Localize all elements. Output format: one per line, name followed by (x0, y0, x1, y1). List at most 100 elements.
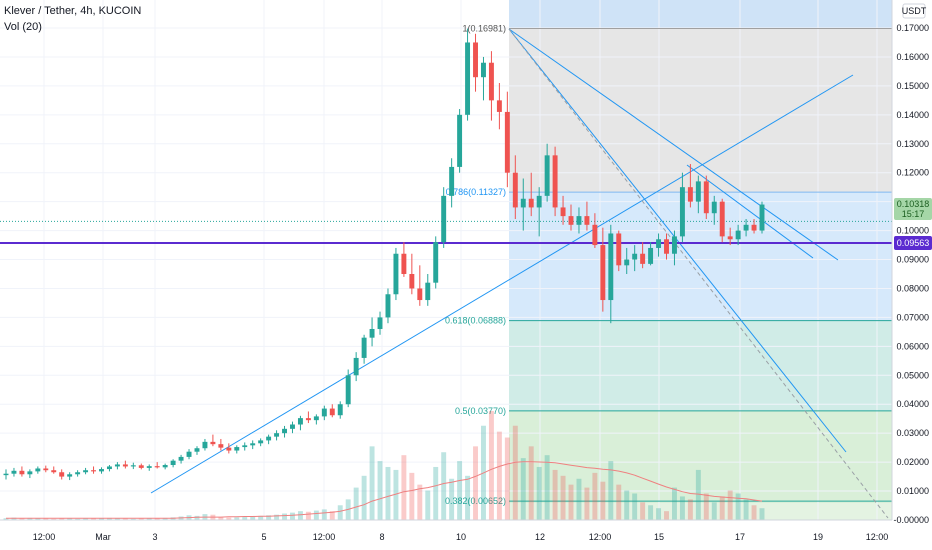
volume-bar (234, 517, 240, 520)
last-price-value: 0.10318 (897, 199, 930, 209)
volume-bar (266, 515, 272, 520)
currency-badge[interactable] (902, 3, 926, 19)
volume-bar (297, 511, 303, 520)
time-tick-label: 12:00 (33, 532, 56, 542)
volume-bar (433, 466, 439, 520)
fib-level-label: 0.618(0.06888) (445, 316, 506, 326)
price-axis-bg (892, 0, 932, 550)
volume-bar (106, 517, 112, 520)
candle-body (19, 470, 25, 475)
candle-body (759, 204, 765, 231)
candle-body (425, 282, 431, 301)
currency-badge-label: USDT (902, 6, 927, 16)
candle-body (106, 466, 112, 470)
last-price-countdown: 15:17 (902, 209, 925, 219)
candle-body (290, 424, 295, 429)
candle-body (695, 181, 701, 202)
volume-bar (664, 511, 669, 520)
candle-body (51, 470, 57, 473)
price-tick-label: 0.08000 (896, 283, 929, 293)
candle-body (528, 198, 534, 208)
candle-body (35, 468, 41, 472)
candle-body (640, 253, 646, 264)
volume-bar (600, 481, 606, 520)
candle-body (91, 470, 97, 472)
volume-bar (218, 517, 224, 520)
volume-bar (648, 505, 654, 520)
volume-bar (313, 510, 319, 520)
candle-body (536, 195, 542, 208)
price-tick-label: 0.16000 (896, 52, 929, 62)
volume-bar (640, 502, 646, 520)
volume-bar (353, 487, 359, 520)
candle-body (170, 460, 176, 466)
candle-body (671, 236, 677, 254)
candle-body (258, 440, 264, 444)
candle-body (504, 111, 510, 173)
candle-body (576, 216, 582, 225)
candle-body (297, 418, 303, 425)
price-tick-label: 0.03000 (896, 428, 929, 438)
volume-bar (735, 493, 741, 520)
candle-body (154, 466, 160, 468)
volume-bar (138, 518, 144, 520)
time-tick-label: 12:00 (589, 532, 612, 542)
volume-bar (504, 437, 510, 520)
candle-body (711, 201, 717, 214)
volume-bar (27, 517, 33, 520)
volume-bar (592, 472, 598, 520)
volume-bar (719, 496, 725, 520)
volume-bar (11, 517, 17, 520)
time-axis[interactable]: 12:00 Mar 3 5 12:00 8 10 12 12:00 15 17 19 12:00 (33, 532, 889, 542)
candle-body (353, 357, 359, 376)
chart-title: Klever / Tether, 4h, KUCOIN (4, 5, 141, 17)
volume-bar (743, 499, 749, 520)
trendline-dashed[interactable] (508, 28, 889, 519)
volume-bar (51, 518, 57, 520)
volume-bar (3, 518, 9, 520)
candle-body (433, 242, 439, 283)
price-grid (0, 0, 892, 521)
fib-level-label: 1(0.16981) (462, 24, 506, 34)
volume-bar (671, 487, 677, 520)
candle-body (441, 195, 447, 243)
candle-body (496, 100, 502, 112)
volume-bar (130, 518, 136, 520)
candle-body (274, 433, 280, 437)
volume-bar (457, 461, 463, 520)
volume-bar (687, 499, 693, 520)
candle-body (568, 216, 574, 225)
price-axis[interactable]: 0.17000 0.16000 0.15000 0.14000 0.13000 0.120… (893, 23, 929, 525)
candle-body (465, 42, 471, 115)
fib-level-label: 0.786(0.11327) (446, 187, 506, 197)
volume-bar (194, 515, 200, 520)
candle-body (401, 253, 407, 274)
candle-body (512, 172, 518, 208)
candle-body (313, 416, 319, 421)
volume-indicator-label: Vol (20) (4, 21, 42, 33)
candle-body (584, 216, 590, 225)
trendline-ascending[interactable] (150, 74, 854, 494)
time-tick-label: Mar (95, 532, 111, 542)
candle-body (186, 451, 192, 457)
trendline-descending-outer[interactable] (508, 28, 839, 261)
volume-bar (99, 518, 104, 520)
price-tick-label: 0.13000 (896, 139, 929, 149)
price-tick-label: 0.07000 (896, 312, 929, 322)
volume-bar (488, 411, 494, 520)
trendline-descending-steep[interactable] (508, 28, 847, 453)
candle-body (449, 166, 455, 196)
volume-bar (35, 518, 41, 520)
volume-bar (695, 469, 701, 520)
volume-bar (576, 478, 582, 520)
candle-body (560, 207, 566, 217)
price-tick-label: 0.15000 (896, 81, 929, 91)
candle-body (130, 465, 136, 467)
candle-body (656, 239, 662, 248)
candle-body (377, 317, 383, 329)
volume-bar (258, 515, 264, 520)
price-tick-label: 0.12000 (896, 168, 929, 178)
candle-body (27, 471, 33, 475)
